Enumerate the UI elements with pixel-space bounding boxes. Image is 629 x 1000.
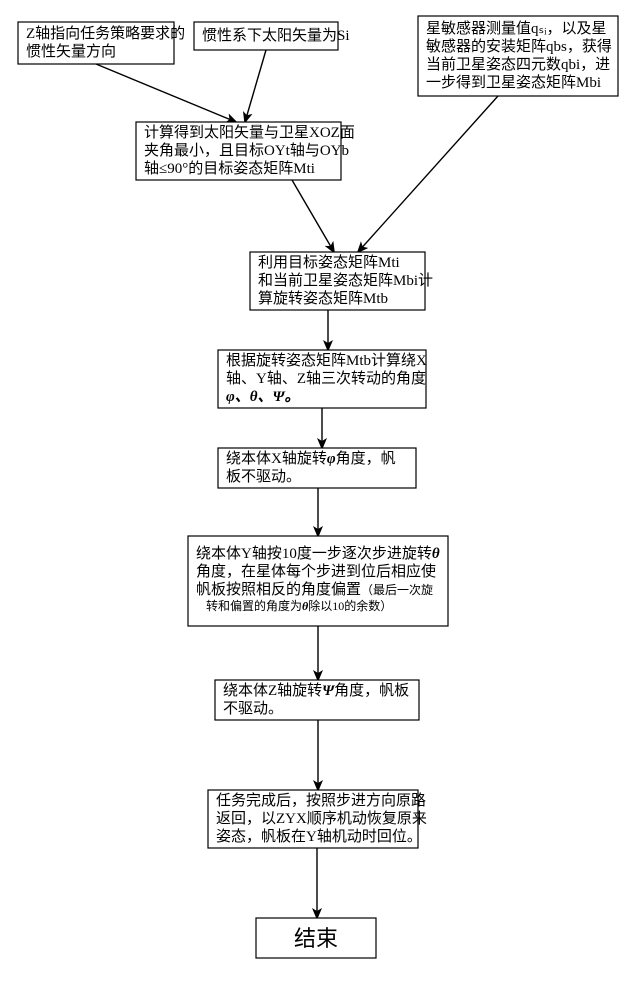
node-text: 姿态，帆板在Y轴机动时回位。 — [216, 827, 422, 845]
node-n1: Z轴指向任务策略要求的惯性矢量方向 — [18, 22, 185, 64]
end-label: 结束 — [294, 926, 338, 951]
node-text: 夹角最小，且目标OYt轴与OYb — [144, 142, 349, 159]
node-text: 轴≤90°的目标姿态矩阵Mti — [144, 160, 315, 177]
edge-n4-n5 — [292, 180, 334, 252]
node-text: 轴、Y轴、Z轴三次转动的角度 — [226, 370, 426, 387]
node-text: 一步得到卫星姿态矩阵Mbi — [426, 74, 601, 91]
node-text: 星敏感器测量值qₛᵢ，以及星 — [426, 20, 607, 37]
node-text-small: 转和偏置的角度为θ除以10的余数） — [206, 598, 392, 613]
node-n4: 计算得到太阳矢量与卫星XOZ面夹角最小，且目标OYt轴与OYb轴≤90°的目标姿… — [136, 122, 355, 180]
node-text-mixed: 板不驱动。 — [226, 467, 301, 485]
edge-n3-n5 — [358, 96, 498, 252]
node-text: 惯性矢量方向 — [26, 43, 116, 60]
node-n6: 根据旋转姿态矩阵Mtb计算绕X轴、Y轴、Z轴三次转动的角度 φ、θ、Ψ。 — [218, 350, 427, 408]
node-text: 任务完成后，按照步进方向原路 — [216, 792, 426, 809]
node-n10: 任务完成后，按照步进方向原路返回，以ZYX顺序机动恢复原来姿态，帆板在Y轴机动时… — [208, 790, 427, 848]
node-text: Z轴指向任务策略要求的 — [26, 25, 185, 42]
node-n2: 惯性系下太阳矢量为Si — [194, 22, 350, 50]
node-text: 算旋转姿态矩阵Mtb — [258, 289, 388, 307]
node-text-mixed: 绕本体Z轴旋转Ψ角度，帆板 — [223, 681, 409, 699]
node-text-mixed: 绕本体Y轴按10度一步逐次步进旋转θ — [196, 545, 440, 562]
edge-n1-n4 — [96, 64, 236, 122]
flow-nodes: Z轴指向任务策略要求的惯性矢量方向惯性系下太阳矢量为Si星敏感器测量值qₛᵢ，以… — [18, 16, 618, 958]
node-text-mixed: 帆板按照相反的角度偏置（最后一次旋 — [196, 580, 433, 598]
node-text: 惯性系下太阳矢量为Si — [202, 27, 350, 44]
node-text-mixed: 角度，在星体每个步进到位后相应使 — [196, 562, 436, 580]
node-n5: 利用目标姿态矩阵Mti和当前卫星姿态矩阵Mbi计算旋转姿态矩阵Mtb — [250, 252, 433, 310]
node-text-mixed: 绕本体X轴旋转φ角度，帆 — [226, 450, 396, 467]
node-n9: 绕本体Z轴旋转Ψ角度，帆板不驱动。 — [215, 680, 419, 720]
node-text-mixed: 不驱动。 — [223, 700, 283, 717]
node-text: 利用目标姿态矩阵Mti — [258, 254, 400, 271]
node-n7: 绕本体X轴旋转φ角度，帆板不驱动。 — [218, 448, 416, 488]
node-text: 当前卫星姿态四元数qbi，进 — [426, 56, 610, 73]
node-text: 根据旋转姿态矩阵Mtb计算绕X — [226, 351, 427, 369]
node-n8: 绕本体Y轴按10度一步逐次步进旋转θ角度，在星体每个步进到位后相应使帆板按照相反… — [188, 536, 448, 626]
node-text: 计算得到太阳矢量与卫星XOZ面 — [144, 123, 355, 141]
edge-n2-n4 — [245, 50, 266, 122]
node-text: 返回，以ZYX顺序机动恢复原来 — [216, 809, 427, 827]
node-text: 和当前卫星姿态矩阵Mbi计 — [258, 272, 433, 289]
node-text: 敏感器的安装矩阵qbs，获得 — [426, 38, 612, 55]
node-text-italic: φ、θ、Ψ。 — [226, 389, 300, 405]
node-n3: 星敏感器测量值qₛᵢ，以及星敏感器的安装矩阵qbs，获得当前卫星姿态四元数qbi… — [418, 16, 618, 96]
node-n11: 结束 — [256, 918, 376, 958]
